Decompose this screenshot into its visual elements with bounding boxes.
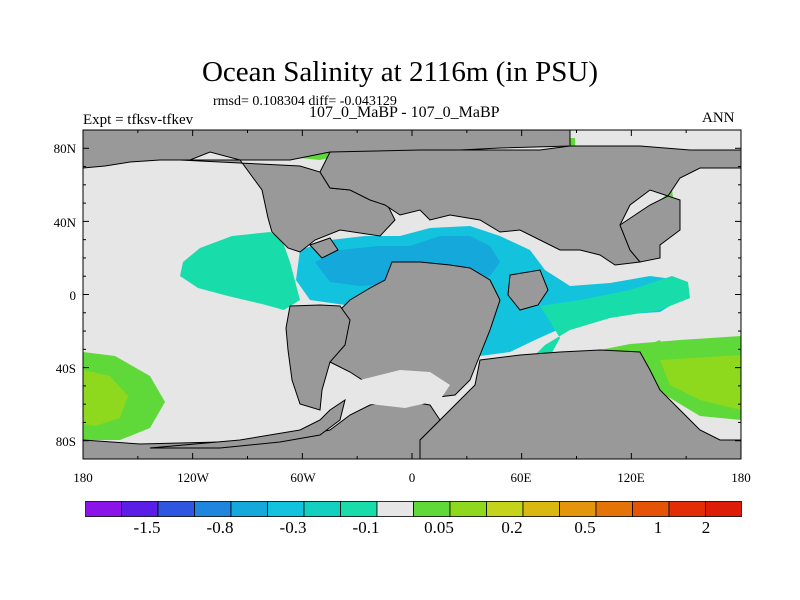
colorbar-label: 1 xyxy=(653,518,663,537)
lat-label-40n: 40N xyxy=(53,215,76,230)
colorbar-box xyxy=(194,501,232,517)
colorbar-box xyxy=(632,501,670,517)
colorbar-box xyxy=(157,501,195,517)
colorbar-box xyxy=(121,501,159,517)
antarctic-interior xyxy=(355,370,450,408)
axis-ticks xyxy=(82,129,742,460)
colorbar-box xyxy=(486,501,524,517)
south-america xyxy=(285,304,351,411)
north-america xyxy=(83,130,571,169)
lon-label-60w: 60W xyxy=(290,470,316,485)
map-title: Ocean Salinity at 2116m (in PSU) xyxy=(201,56,599,88)
colorbar-box xyxy=(230,501,268,517)
north-america-body xyxy=(179,159,396,253)
lon-label-180w: 180 xyxy=(73,470,93,485)
colorbar-label: -0.1 xyxy=(352,518,380,537)
indian-anomaly xyxy=(520,276,690,388)
colorbar-box xyxy=(267,501,305,517)
colorbar-box xyxy=(595,501,633,517)
lat-label-80s: 80S xyxy=(55,434,76,449)
stats-text: rmsd= 0.108304 diff= -0.043129 xyxy=(213,94,397,109)
india xyxy=(507,269,549,311)
antarctica-shelf xyxy=(149,398,346,449)
colorbar-label: 2 xyxy=(701,518,711,537)
lon-label-120w: 120W xyxy=(177,470,209,485)
small-islands xyxy=(309,237,339,259)
map-subtitle: 107_0_MaBP - 107_0_MaBP xyxy=(309,104,500,121)
experiment-label: Expt = tfksv-tfkev xyxy=(83,112,194,128)
lon-label-0: 0 xyxy=(408,470,416,485)
lat-label-0: 0 xyxy=(69,288,77,303)
colorbar-label: 0.5 xyxy=(574,518,596,537)
lon-label-120e: 120E xyxy=(617,470,645,485)
lat-label-40s: 40S xyxy=(55,361,76,376)
colorbar-label: -1.5 xyxy=(133,518,161,537)
eurasia xyxy=(319,145,741,266)
colorbar-box xyxy=(559,501,597,517)
australia-antarctica xyxy=(419,349,741,459)
colorbar-label: 0.2 xyxy=(501,518,523,537)
colorbar-box xyxy=(340,501,378,517)
nw-small-anomaly xyxy=(640,340,665,356)
colorbar-box xyxy=(376,501,414,517)
colorbar xyxy=(85,501,742,517)
sw-anomaly-core xyxy=(83,370,128,426)
colorbar-label: -0.8 xyxy=(206,518,234,537)
colorbar-label: 0.05 xyxy=(424,518,454,537)
season-label: ANN xyxy=(702,110,735,126)
colorbar-box xyxy=(668,501,706,517)
colorbar-box xyxy=(85,501,122,517)
colorbar-box xyxy=(303,501,341,517)
pacific-anomaly xyxy=(180,232,300,310)
colorbar-box xyxy=(705,501,742,517)
lon-label-180e: 180 xyxy=(731,470,751,485)
east-asia xyxy=(619,195,681,263)
lat-label-80n: 80N xyxy=(53,141,76,156)
colorbar-box xyxy=(449,501,487,517)
colorbar-label: -0.3 xyxy=(279,518,307,537)
lon-label-60e: 60E xyxy=(510,470,532,485)
se-anomaly-core xyxy=(660,355,741,410)
colorbar-box xyxy=(413,501,451,517)
colorbar-box xyxy=(522,501,560,517)
